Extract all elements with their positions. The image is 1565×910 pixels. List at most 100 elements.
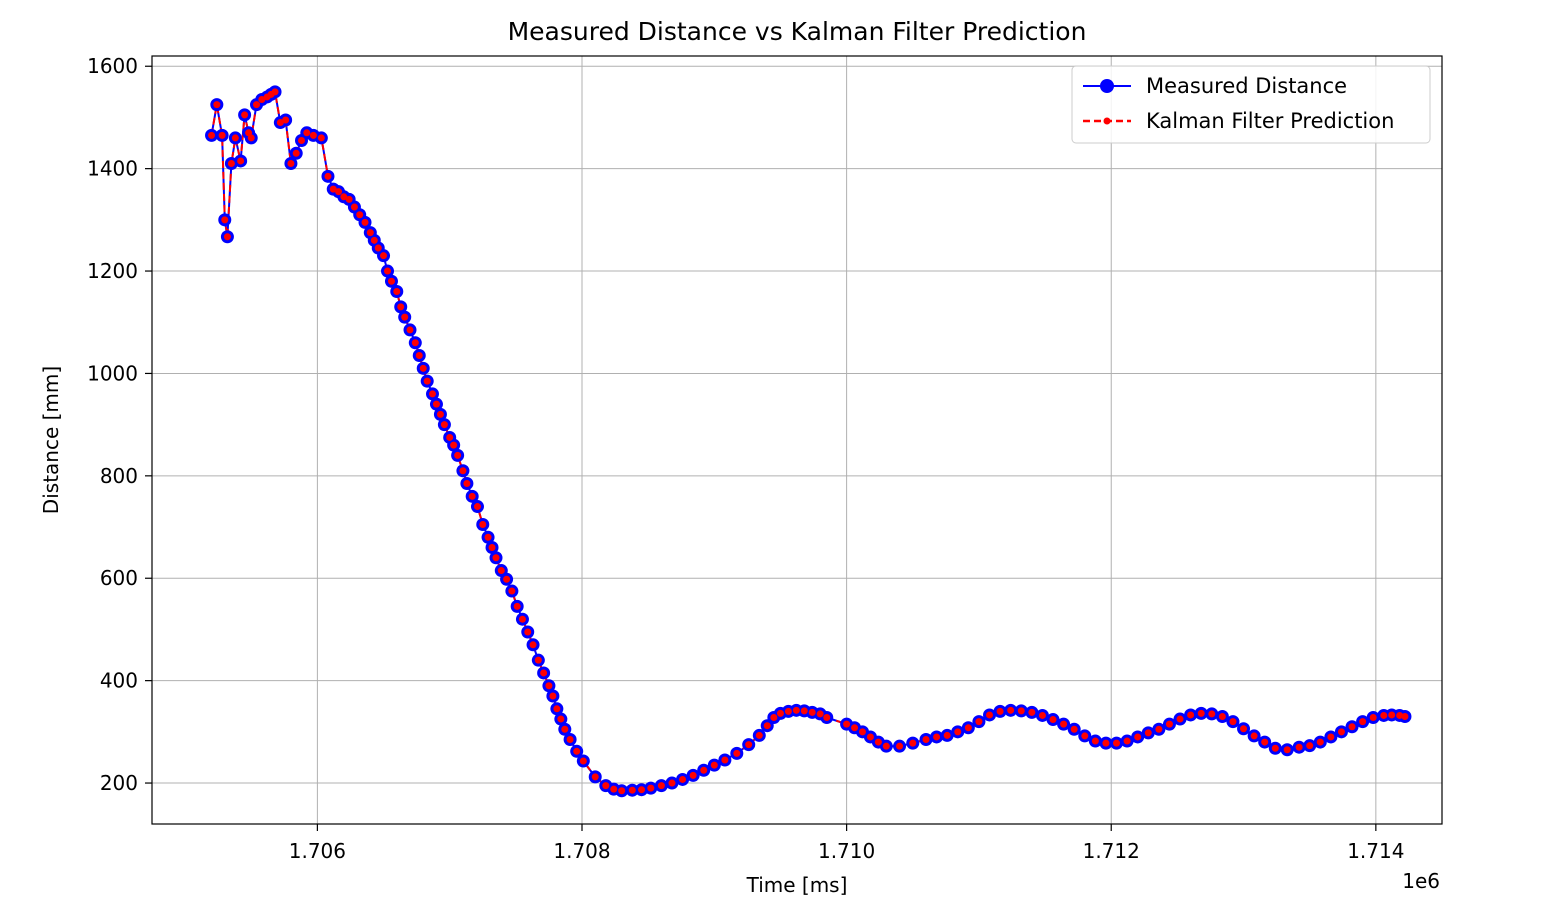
kalman-prediction-point	[1261, 738, 1269, 746]
kalman-prediction-point	[324, 172, 332, 180]
kalman-prediction-point	[345, 195, 353, 203]
kalman-prediction-point	[380, 252, 388, 260]
kalman-prediction-point	[271, 88, 279, 96]
kalman-prediction-point	[1218, 712, 1226, 720]
y-tick-label: 800	[100, 464, 138, 488]
kalman-prediction-point	[808, 708, 816, 716]
kalman-prediction-point	[247, 134, 255, 142]
kalman-prediction-point	[497, 567, 505, 575]
kalman-prediction-point	[647, 784, 655, 792]
kalman-prediction-point	[679, 775, 687, 783]
y-tick-label: 600	[100, 566, 138, 590]
kalman-prediction-point	[618, 787, 626, 795]
kalman-prediction-point	[579, 757, 587, 765]
legend-measured-label: Measured Distance	[1146, 74, 1347, 98]
kalman-prediction-point	[755, 731, 763, 739]
kalman-prediction-point	[770, 714, 778, 722]
kalman-prediction-point	[227, 160, 235, 168]
kalman-prediction-point	[610, 785, 618, 793]
kalman-prediction-point	[450, 441, 458, 449]
kalman-prediction-point	[1295, 743, 1303, 751]
kalman-prediction-point	[387, 277, 395, 285]
kalman-prediction-point	[1396, 711, 1404, 719]
kalman-prediction-point	[638, 786, 646, 794]
kalman-prediction-point	[1388, 711, 1396, 719]
kalman-prediction-point	[335, 188, 343, 196]
kalman-prediction-point	[1113, 739, 1121, 747]
legend: Measured Distance Kalman Filter Predicti…	[1071, 65, 1431, 144]
x-axis-offset-label: 1e6	[1402, 869, 1440, 893]
kalman-prediction-point	[668, 779, 676, 787]
kalman-prediction-point	[851, 724, 859, 732]
kalman-prediction-point	[1283, 746, 1291, 754]
kalman-prediction-point	[484, 533, 492, 541]
chart-title: Measured Distance vs Kalman Filter Predi…	[508, 17, 1087, 46]
kalman-prediction-point	[933, 733, 941, 741]
kalman-prediction-point	[401, 313, 409, 321]
kalman-prediction-point	[432, 400, 440, 408]
kalman-prediction-point	[440, 421, 448, 429]
kalman-prediction-point	[1028, 708, 1036, 716]
kalman-prediction-point	[800, 707, 808, 715]
kalman-prediction-point	[540, 669, 548, 677]
kalman-prediction-point	[1049, 716, 1057, 724]
y-tick-label: 400	[100, 669, 138, 693]
kalman-prediction-point	[1229, 718, 1237, 726]
kalman-prediction-point	[657, 782, 665, 790]
kalman-prediction-point	[557, 715, 565, 723]
kalman-prediction-point	[356, 211, 364, 219]
y-tick-label: 1600	[87, 54, 138, 78]
kalman-prediction-point	[370, 236, 378, 244]
x-tick-label: 1.712	[1083, 839, 1140, 863]
series-markers	[205, 85, 1412, 798]
kalman-prediction-point	[964, 724, 972, 732]
kalman-prediction-point	[710, 761, 718, 769]
kalman-prediction-point	[237, 157, 245, 165]
legend-kalman-marker	[1103, 117, 1111, 125]
kalman-prediction-point	[1038, 711, 1046, 719]
kalman-prediction-point	[361, 218, 369, 226]
kalman-prediction-point	[292, 149, 300, 157]
kalman-prediction-point	[473, 503, 481, 511]
kalman-prediction-point	[909, 739, 917, 747]
kalman-prediction-point	[882, 742, 890, 750]
kalman-prediction-point	[1271, 744, 1279, 752]
kalman-prediction-point	[763, 722, 771, 730]
kalman-prediction-point	[1176, 715, 1184, 723]
kalman-prediction-point	[1348, 723, 1356, 731]
kalman-prediction-point	[733, 749, 741, 757]
kalman-prediction-point	[303, 129, 311, 137]
kalman-prediction-point	[524, 628, 532, 636]
kalman-prediction-point	[1380, 711, 1388, 719]
kalman-prediction-point	[954, 728, 962, 736]
kalman-prediction-point	[218, 131, 226, 139]
kalman-prediction-point	[329, 185, 337, 193]
kalman-prediction-point	[1123, 737, 1131, 745]
kalman-prediction-point	[866, 733, 874, 741]
kalman-prediction-point	[843, 720, 851, 728]
kalman-prediction-point	[1165, 720, 1173, 728]
kalman-prediction-point	[340, 193, 348, 201]
kalman-prediction-point	[276, 119, 284, 127]
kalman-prediction-point	[1102, 739, 1110, 747]
kalman-prediction-point	[508, 587, 516, 595]
kalman-prediction-point	[492, 554, 500, 562]
kalman-prediction-point	[488, 544, 496, 552]
y-axis-label: Distance [mm]	[39, 366, 63, 514]
kalman-prediction-point	[1327, 733, 1335, 741]
kalman-prediction-point	[454, 451, 462, 459]
legend-box	[1071, 65, 1431, 144]
kalman-prediction-point	[823, 714, 831, 722]
kalman-prediction-point	[436, 410, 444, 418]
kalman-prediction-point	[858, 728, 866, 736]
kalman-prediction-point	[1337, 728, 1345, 736]
kalman-prediction-point	[776, 709, 784, 717]
kalman-prediction-point	[419, 364, 427, 372]
kalman-prediction-point	[350, 203, 358, 211]
kalman-prediction-point	[943, 731, 951, 739]
kalman-prediction-point	[1017, 707, 1025, 715]
kalman-prediction-point	[309, 131, 317, 139]
kalman-prediction-point	[792, 706, 800, 714]
x-tick-label: 1.708	[553, 839, 610, 863]
kalman-prediction-point	[1155, 725, 1163, 733]
